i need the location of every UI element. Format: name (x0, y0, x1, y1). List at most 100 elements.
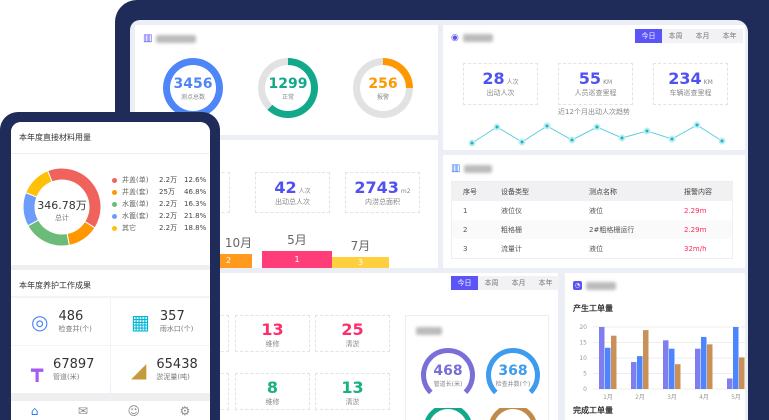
monitoring-card: ▥ 3456 测点总数 1299 正常 256 报警 (135, 25, 438, 135)
stat-value: 13 (341, 378, 364, 397)
donut-slice (25, 170, 53, 198)
gauge-label: 检查井数(个) (495, 381, 531, 388)
legend-amount: 2.2万 (159, 212, 178, 220)
patrol-stat: 55 KM 人员巡查里程 (558, 63, 633, 105)
dredging-results-panel: 468 管道长(米) 368 检查井数(个) (405, 315, 549, 420)
tab-1[interactable]: 本周 (484, 279, 499, 287)
gear-icon[interactable]: ⚙ (179, 403, 191, 418)
legend-dot (112, 201, 117, 207)
legend-percent: 16.3% (184, 200, 207, 208)
y-tick-label: 20 (579, 324, 587, 331)
ring-value: 256 (368, 76, 398, 92)
trend-point-core (545, 124, 549, 128)
card-title-blurred (156, 34, 197, 43)
table-cell: 液位 (589, 244, 603, 253)
pie-icon: ◔ (573, 281, 582, 290)
arc-gauge-partial (490, 408, 536, 420)
podium-bar: 3 (332, 257, 389, 268)
stat-label: 人员巡查里程 (574, 89, 617, 97)
tab-3[interactable]: 本年 (722, 32, 737, 40)
table-row[interactable]: 1 液位仪 液位 2.29m (452, 201, 732, 220)
result-cell: ◎ 486 检查井(个) (11, 298, 110, 345)
legend-amount: 2.2万 (159, 176, 178, 184)
table-row[interactable]: 2 粗格栅 2#粗格栅运行 2.29m (452, 220, 732, 239)
legend-label: 水篦(单) (122, 200, 149, 208)
legend-percent: 46.8% (184, 188, 207, 196)
flood-stat: 2743 m2 内涝总面积 (345, 172, 420, 213)
legend-label: 井盖(单) (122, 176, 149, 184)
legend-percent: 18.8% (184, 224, 207, 232)
gauge-arc (425, 408, 471, 420)
trend-title: 近12个月出动人次趋势 (558, 108, 630, 116)
stat-value: 42 (274, 178, 297, 197)
bar (707, 344, 713, 389)
produced-title: 产生工单量 (573, 304, 613, 313)
bar (727, 378, 733, 389)
panel-title-blurred (416, 326, 442, 335)
result-value: 65438 (156, 357, 198, 372)
bottom-nav: ⌂ ✉ ☺ ⚙ (11, 400, 210, 420)
grate-icon: ▦ (131, 309, 150, 334)
podium-month: 5月 (287, 233, 307, 247)
x-tick-label: 3月 (667, 394, 677, 401)
table-cell: 2.29m (673, 220, 732, 239)
trend-point-core (695, 123, 699, 127)
column-header: 报警内容 (673, 182, 732, 201)
home-icon[interactable]: ⌂ (30, 403, 39, 418)
chat-icon[interactable]: ✉ (77, 403, 88, 418)
legend-dot (112, 213, 117, 219)
trend-point-core (495, 125, 499, 129)
completed-title: 完成工单量 (573, 406, 613, 415)
x-tick-label: 5月 (731, 394, 741, 401)
workorder-card: ◔ 产生工单量 0 5 10 15 20 1月 2月 3月 4月 5月 完成工单量 (565, 273, 745, 420)
patrol-stat: 234 KM 车辆巡查里程 (653, 63, 728, 105)
dashboard-screen: ▥ 3456 测点总数 1299 正常 256 报警 ◉ 今日 本周 本月 本年 28 人次 出动人… (130, 20, 748, 420)
tab-2[interactable]: 本月 (511, 279, 526, 287)
tab-0[interactable]: 今日 (635, 29, 662, 43)
stat-value: 28 (482, 69, 505, 88)
table-cell: 2 (452, 220, 490, 239)
donut-slice (66, 220, 96, 246)
stat-unit: KM (603, 79, 613, 86)
result-label: 雨水口(个) (159, 325, 194, 333)
table-row[interactable]: 3 流量计 液位 32m/h (452, 239, 732, 258)
x-tick-label: 4月 (699, 394, 709, 401)
podium-month: 7月 (350, 239, 371, 253)
legend-percent: 12.6% (184, 176, 207, 184)
flood-card: 42 人次 出动总人次 2743 m2 内涝总面积 10月 2 5月 1 7月 3 (205, 140, 438, 268)
tab-3[interactable]: 本年 (538, 279, 553, 287)
result-cell: ◢ 65438 淤泥量(吨) (111, 346, 210, 393)
legend-amount: 25万 (159, 188, 175, 196)
legend-item: 井盖(单) 2.2万 12.6% (112, 174, 206, 186)
bar (739, 357, 745, 389)
trend-point-core (670, 137, 674, 141)
ring-value: 1299 (268, 76, 308, 92)
ring-label: 报警 (376, 94, 389, 101)
stat-unit: 人次 (506, 79, 519, 86)
podium-bar: 1 (262, 251, 332, 268)
x-tick-label: 2月 (635, 394, 645, 401)
podium-month: 10月 (224, 236, 253, 250)
user-icon[interactable]: ☺ (127, 403, 140, 418)
stat-label: 维修 (265, 340, 280, 348)
stat-label: 内涝总面积 (365, 198, 400, 206)
result-cell: ▦ 357 雨水口(个) (111, 298, 210, 345)
patrol-stat: 28 人次 出动人次 (463, 63, 538, 105)
y-tick-label: 5 (583, 371, 587, 378)
bar (611, 335, 617, 389)
card-title-blurred (462, 34, 493, 42)
stat-value: 2743 (354, 178, 399, 197)
tab-2[interactable]: 本月 (695, 32, 710, 40)
trend-point-core (470, 141, 474, 145)
tab-0[interactable]: 今日 (451, 276, 478, 290)
tab-1[interactable]: 本周 (668, 32, 683, 40)
table-cell: 3 (463, 244, 468, 253)
trend-point-core (720, 139, 724, 143)
bar (599, 327, 605, 389)
ring-label: 测点总数 (180, 94, 205, 101)
gauge-value: 368 (498, 363, 528, 379)
stat-label: 清淤 (345, 340, 360, 348)
alarm-card: ▥ 序号 设备类型 测点名称 报警内容 1 液位仪 液位 2.29m 2 粗格栅 2#粗格栅运行 2.… (443, 155, 745, 268)
arc-gauge-partial (425, 408, 471, 420)
bar (605, 347, 611, 389)
